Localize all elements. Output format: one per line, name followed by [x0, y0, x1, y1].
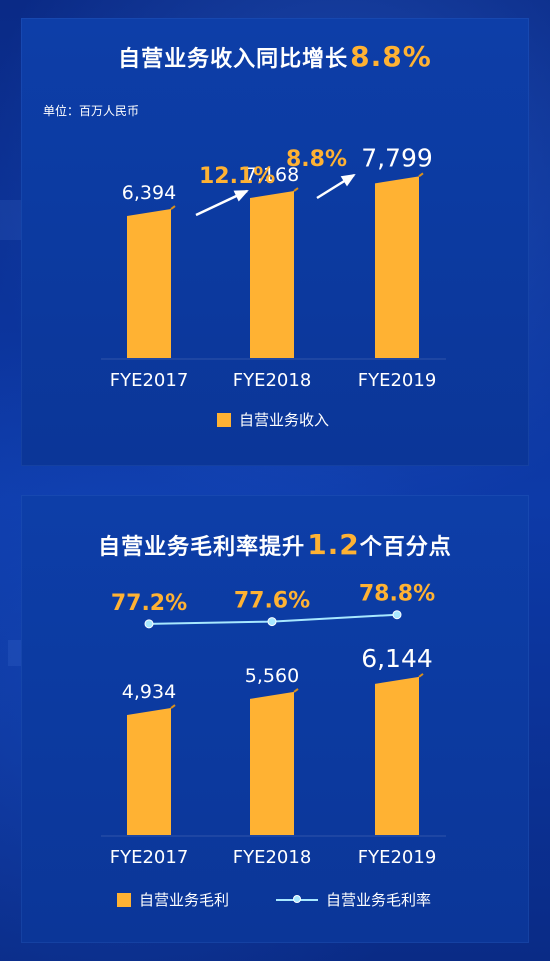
bar: [250, 191, 294, 358]
x-tick-label: FYE2018: [233, 370, 312, 391]
margin-rate-point: [267, 617, 277, 627]
margin-rate-label: 77.6%: [234, 589, 310, 614]
gp-title-highlight: 1.2: [307, 528, 360, 561]
legend-line-marker-icon: [276, 894, 318, 906]
revenue-title-highlight: 8.8%: [350, 40, 432, 73]
bar: [250, 691, 294, 835]
revenue-chart-title: 自营业务收入同比增长8.8%: [21, 40, 529, 73]
bar: [375, 676, 419, 835]
gross-profit-chart-title: 自营业务毛利率提升1.2个百分点: [21, 528, 529, 561]
legend-swatch-bar: [117, 892, 131, 907]
bar-edge: [418, 172, 424, 178]
bar-edge: [170, 205, 176, 210]
growth-rate-label: 12.1%: [199, 164, 275, 189]
gp-title-suffix: 个百分点: [359, 535, 452, 560]
revenue-title-text: 自营业务收入同比增长: [118, 47, 349, 72]
gross-profit-bar-chart: 4,934 5,560 6,144 FYE2017 FYE2018 FYE2019 77.2…: [101, 582, 446, 868]
gp-legend-line-label: 自营业务毛利率: [326, 891, 432, 909]
bar-value-label: 7,168: [245, 164, 299, 186]
gp-legend-bar-label: 自营业务毛利: [139, 891, 230, 909]
x-tick-label: FYE2017: [110, 847, 189, 868]
bar-edge: [293, 688, 299, 693]
unit-label: 单位：百万人民币: [43, 104, 140, 118]
gp-legend-line: 自营业务毛利率: [276, 889, 431, 910]
bar-value-label: 6,394: [122, 182, 176, 204]
margin-rate-label: 77.2%: [111, 591, 187, 616]
bar-value-label: 6,144: [361, 644, 433, 673]
growth-rate-label: 8.8%: [286, 147, 347, 172]
margin-rate-label: 78.8%: [359, 582, 435, 607]
bar-value-label: 7,799: [361, 143, 433, 172]
revenue-legend-label: 自营业务收入: [239, 411, 330, 429]
margin-rate-point: [392, 610, 402, 620]
bar: [127, 708, 171, 835]
bar-value-label: 5,560: [245, 665, 299, 687]
x-tick-label: FYE2019: [358, 370, 437, 391]
legend-swatch-bar: [217, 412, 231, 427]
gp-legend-bar: 自营业务毛利: [117, 889, 229, 910]
x-tick-label: FYE2018: [233, 847, 312, 868]
revenue-legend: 自营业务收入: [217, 409, 329, 430]
bar-edge: [293, 187, 299, 192]
growth-arrow-head: [340, 173, 356, 187]
x-tick-label: FYE2019: [358, 847, 437, 868]
bar-edge: [418, 673, 424, 678]
gross-profit-panel: 自营业务毛利率提升1.2个百分点 4,934 5,560 6,144 FYE2017 F…: [21, 495, 529, 943]
x-tick-label: FYE2017: [110, 370, 189, 391]
bar-value-label: 4,934: [122, 681, 176, 703]
bar-edge: [170, 704, 176, 709]
margin-rate-point: [144, 619, 154, 629]
bar: [127, 209, 171, 358]
gp-title-text: 自营业务毛利率提升: [98, 535, 306, 560]
revenue-panel: 自营业务收入同比增长8.8% 单位：百万人民币 6,394 7,168 7,799 F…: [21, 18, 529, 466]
growth-arrow-head: [233, 190, 249, 202]
revenue-bar-chart: 6,394 7,168 7,799 FYE2017 FYE2018 FYE2019 12.1…: [101, 143, 446, 391]
bar: [375, 176, 419, 358]
